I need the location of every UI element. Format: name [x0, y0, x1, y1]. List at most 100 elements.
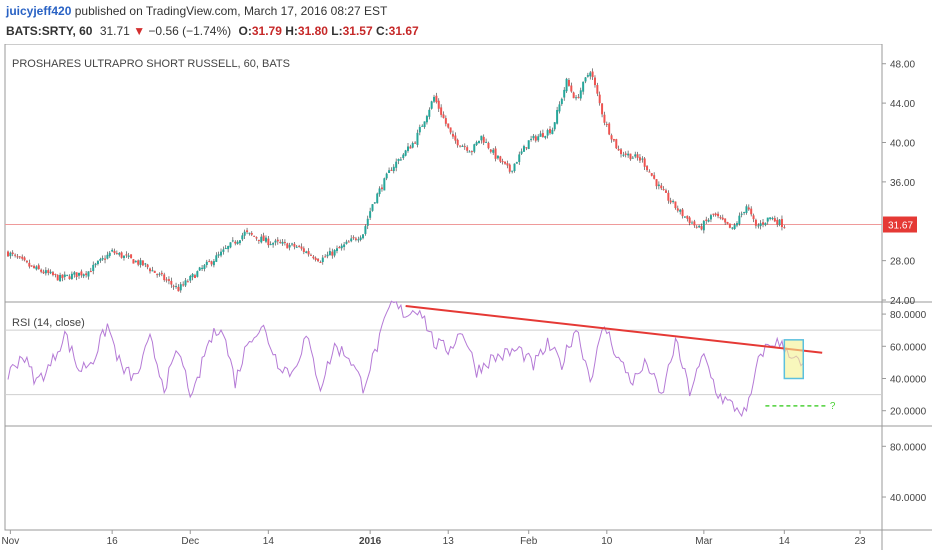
candle-body — [605, 123, 608, 125]
candle-body — [646, 166, 649, 171]
candle-body — [250, 232, 253, 235]
candle-body — [295, 246, 298, 248]
candle-body — [459, 145, 462, 147]
candle-body — [321, 257, 324, 263]
candle-body — [440, 107, 443, 115]
rsi-trendline[interactable] — [405, 305, 823, 354]
candle-body — [489, 149, 492, 152]
candle-body — [182, 284, 185, 286]
candle-body — [373, 202, 376, 204]
candle-body — [731, 227, 734, 229]
candle-body — [345, 241, 348, 244]
candle-body — [709, 215, 712, 220]
pane3-tick-label: 40.0000 — [890, 493, 927, 504]
candle-body — [442, 114, 445, 118]
candle-body — [485, 141, 488, 143]
price-tick-label: 36.00 — [890, 178, 915, 189]
candle-body — [728, 223, 731, 228]
candle-body — [428, 109, 431, 117]
candle-body — [362, 234, 365, 239]
candle-body — [85, 273, 88, 276]
candle-body — [236, 241, 239, 244]
candle-body — [627, 153, 630, 156]
candle-body — [220, 251, 223, 256]
candle-body — [378, 188, 381, 195]
candle-body — [146, 264, 149, 268]
candle-body — [470, 151, 473, 153]
last-price-tag — [883, 216, 917, 233]
candle-body — [149, 268, 152, 272]
chart-header: juicyjeff420 published on TradingView.co… — [0, 0, 932, 44]
candle-body — [253, 235, 256, 237]
candle-body — [683, 216, 686, 218]
price-tick-label: 28.00 — [890, 257, 915, 268]
candle-body — [406, 146, 409, 151]
candle-body — [101, 258, 104, 260]
candle-body — [463, 146, 466, 148]
candle-body — [198, 267, 201, 271]
candle-body — [120, 252, 123, 258]
date-tick-label: Mar — [695, 536, 713, 547]
candle-body — [702, 220, 705, 231]
candle-body — [78, 272, 81, 276]
candle-body — [612, 139, 615, 141]
candle-body — [163, 274, 166, 281]
candle-body — [451, 133, 454, 137]
candle-body — [589, 72, 592, 77]
candle-body — [603, 114, 606, 123]
candle-body — [234, 241, 237, 244]
candle-body — [496, 155, 499, 159]
candle-body — [30, 265, 33, 267]
candle-body — [364, 226, 367, 234]
last-price: 31.71 — [99, 24, 130, 38]
candle-body — [274, 240, 277, 243]
candle-body — [224, 248, 227, 250]
symbol-label: BATS:SRTY, 60 — [6, 24, 93, 38]
candle-body — [201, 267, 204, 269]
date-tick-label: 2016 — [359, 536, 382, 547]
candle-body — [317, 258, 320, 262]
candle-body — [160, 272, 163, 275]
candle-body — [340, 245, 343, 249]
candle-body — [141, 260, 144, 266]
candle-body — [118, 253, 121, 255]
candle-body — [255, 237, 258, 239]
candle-body — [525, 147, 528, 149]
candle-body — [423, 121, 426, 128]
candle-body — [25, 260, 28, 263]
candle-body — [766, 217, 769, 222]
candle-body — [601, 103, 604, 115]
candle-body — [335, 248, 338, 251]
candle-body — [238, 240, 241, 244]
candle-body — [773, 218, 776, 222]
candle-body — [527, 140, 530, 149]
candle-body — [444, 118, 447, 124]
candle-body — [586, 75, 589, 77]
candle-body — [66, 274, 69, 276]
candle-body — [281, 241, 284, 244]
rsi-pane-title: RSI (14, close) — [12, 317, 85, 329]
candle-body — [515, 162, 518, 164]
candle-body — [506, 163, 509, 166]
candle-body — [272, 243, 275, 245]
rsi-tick-label: 60.0000 — [890, 342, 927, 353]
candle-body — [82, 274, 85, 277]
candle-body — [750, 208, 753, 215]
chart-area[interactable]: PROSHARES ULTRAPRO SHORT RUSSELL, 60, BA… — [0, 44, 932, 550]
price-tick-label: 44.00 — [890, 99, 915, 110]
candle-body — [698, 225, 701, 228]
candle-body — [11, 252, 14, 254]
candle-body — [416, 132, 419, 145]
candle-body — [47, 270, 50, 273]
candle-body — [537, 136, 540, 141]
candle-body — [395, 161, 398, 168]
date-tick-label: 10 — [601, 536, 613, 547]
candle-body — [156, 274, 159, 276]
candle-body — [307, 251, 310, 255]
price-pane-title: PROSHARES ULTRAPRO SHORT RUSSELL, 60, BA… — [12, 58, 290, 70]
candle-body — [759, 223, 762, 227]
author-link[interactable]: juicyjeff420 — [6, 4, 72, 18]
candle-body — [283, 241, 286, 243]
candle-body — [208, 261, 211, 263]
rsi-highlight-box[interactable] — [783, 339, 805, 380]
